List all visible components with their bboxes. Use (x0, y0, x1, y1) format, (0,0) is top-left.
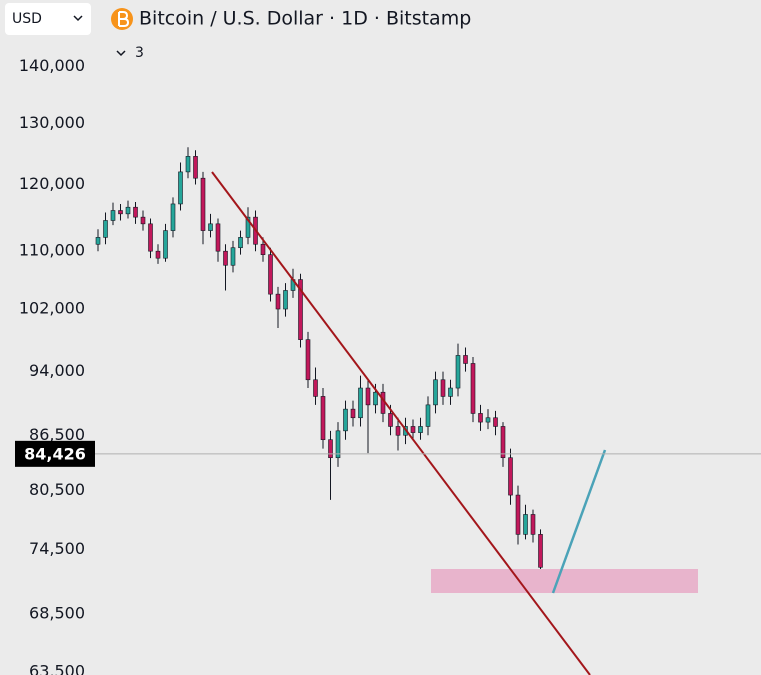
y-tick-label: 130,000 (19, 113, 85, 132)
candle-body (110, 210, 116, 221)
y-tick-label: 86,500 (29, 425, 85, 444)
candle-body (260, 243, 266, 255)
candle-body (200, 177, 206, 231)
candle-body (485, 417, 491, 423)
candle-body (463, 355, 468, 364)
candle-body (350, 408, 356, 419)
y-tick-label: 74,500 (29, 539, 85, 558)
candle-body (395, 426, 401, 436)
bitcoin-glyph (118, 11, 130, 27)
symbol-title: Bitcoin / U.S. Dollar · 1D · Bitstamp (139, 8, 471, 30)
candle-body (515, 494, 521, 535)
candle-body (238, 237, 243, 249)
candle-body (440, 379, 446, 397)
candle-body (193, 156, 198, 179)
candle-body (508, 457, 513, 496)
candle-body (170, 203, 176, 231)
candle-body (478, 413, 483, 423)
candle-body (223, 250, 228, 266)
projection-line[interactable] (551, 449, 607, 594)
candle-body (365, 387, 371, 406)
candle-body (425, 404, 431, 427)
candle-body (373, 391, 378, 406)
candle-body (470, 363, 476, 414)
candle-body (95, 237, 101, 245)
indicator-toggle[interactable] (116, 50, 126, 57)
candle-body (523, 514, 528, 535)
candles (95, 147, 543, 571)
candle-body (448, 387, 453, 397)
candle-body (268, 254, 273, 295)
currency-select[interactable] (5, 3, 91, 35)
last-price-box (15, 440, 95, 467)
candle-body (530, 514, 536, 535)
candle-body (328, 439, 333, 459)
candle-body (343, 408, 348, 432)
chevron (73, 15, 83, 22)
candle-body (433, 379, 438, 406)
y-tick-label: 80,500 (29, 480, 85, 499)
last-price-label: 84,426 (24, 444, 86, 463)
y-tick-label: 63,500 (29, 661, 85, 675)
candle-body (125, 206, 131, 215)
candle-body (538, 534, 543, 568)
candle-body (140, 216, 146, 225)
y-tick-label: 120,000 (19, 174, 85, 193)
candle-body (163, 230, 168, 259)
y-tick-label: 68,500 (29, 603, 85, 622)
candle-body (283, 290, 288, 310)
y-tick-label: 102,000 (19, 299, 85, 318)
candle-body (208, 223, 213, 231)
candle-body (305, 339, 311, 381)
indicator-count: 3 (135, 45, 144, 61)
candle-body (410, 426, 416, 433)
last-price: 84,426 (15, 440, 761, 467)
candle-body (275, 293, 281, 310)
candle-body (103, 220, 108, 238)
candle-body (455, 355, 461, 389)
candle-body (133, 206, 138, 218)
candle-body (358, 387, 363, 419)
candle-body (493, 417, 498, 427)
candle-body (418, 426, 423, 433)
y-tick-label: 140,000 (19, 56, 85, 75)
trend-line[interactable] (211, 171, 591, 675)
y-tick-label: 94,000 (29, 361, 85, 380)
candle-body (230, 247, 236, 266)
candle-body (155, 250, 161, 259)
candle-body (118, 210, 123, 215)
candle-body (298, 279, 303, 340)
candle-body (178, 171, 183, 205)
candle-body (313, 379, 318, 397)
candle-body (335, 430, 341, 459)
support-zone[interactable] (431, 569, 698, 593)
candle-body (388, 413, 393, 427)
candle-body (148, 223, 153, 252)
candle-body (185, 156, 191, 173)
candle-body (500, 426, 506, 459)
candle-body (215, 223, 221, 252)
candle-body (320, 396, 326, 440)
currency: USD (12, 11, 42, 27)
y-tick-label: 110,000 (19, 241, 85, 260)
y-axis: 140,000 130,000 120,000 110,000 102,000 94,00… (19, 56, 85, 675)
candle-body (245, 216, 251, 238)
